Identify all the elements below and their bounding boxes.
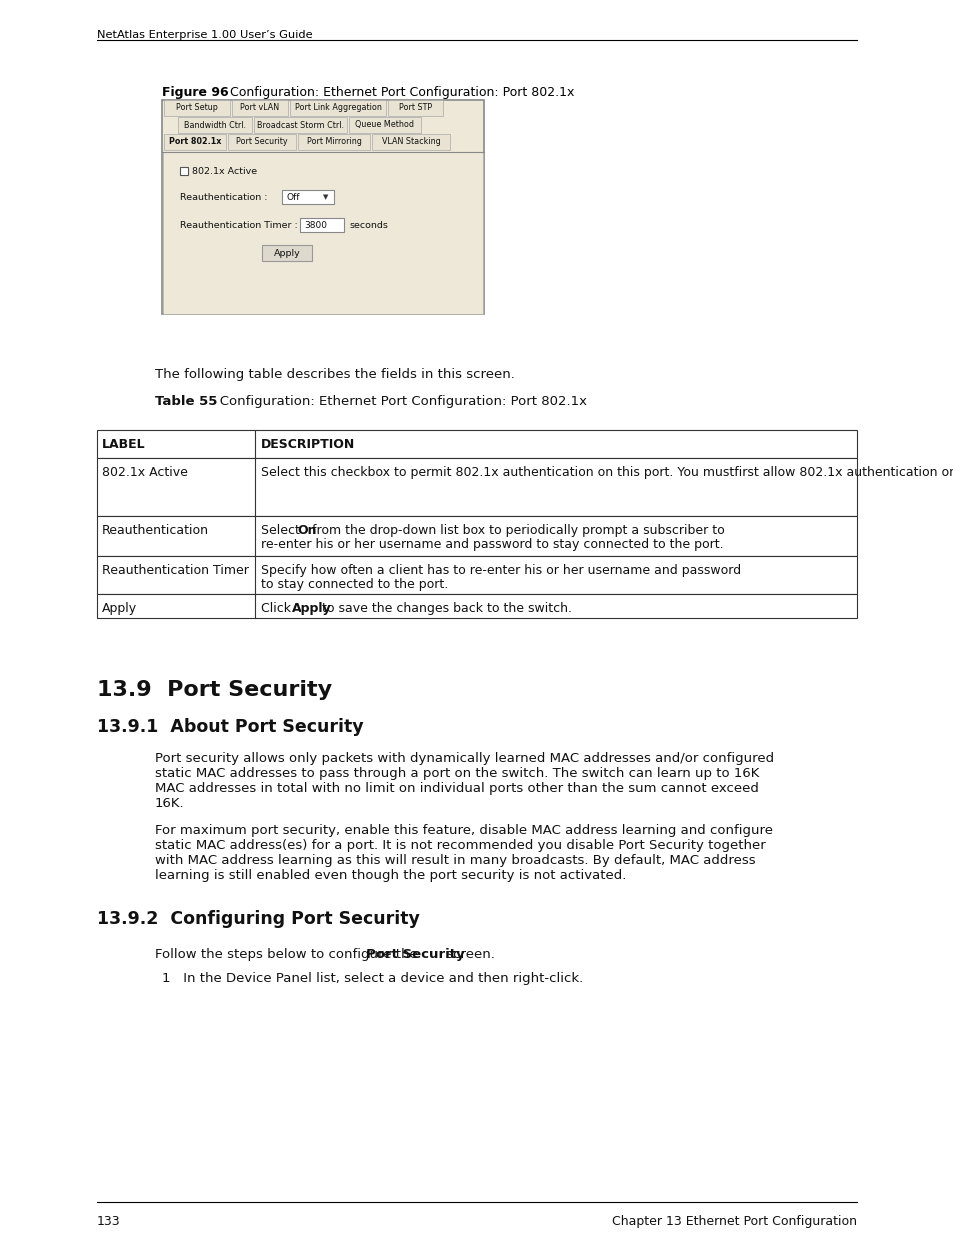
- Text: Port Mirroring: Port Mirroring: [306, 137, 361, 147]
- Text: with MAC address learning as this will result in many broadcasts. By default, MA: with MAC address learning as this will r…: [154, 853, 755, 867]
- Text: Bandwidth Ctrl.: Bandwidth Ctrl.: [184, 121, 246, 130]
- Text: Apply: Apply: [292, 601, 332, 615]
- Text: Follow the steps below to configure the: Follow the steps below to configure the: [154, 948, 421, 961]
- Bar: [97, 556, 856, 594]
- Text: Click: Click: [261, 601, 294, 615]
- Text: 3800: 3800: [304, 221, 327, 230]
- Bar: [253, 117, 347, 133]
- Text: re-enter his or her username and password to stay connected to the port.: re-enter his or her username and passwor…: [261, 538, 723, 551]
- Bar: [97, 458, 856, 516]
- Text: Select: Select: [261, 524, 304, 537]
- Text: Port Link Aggregation: Port Link Aggregation: [294, 104, 381, 112]
- Bar: [297, 135, 370, 149]
- Bar: [97, 430, 856, 458]
- Text: seconds: seconds: [349, 221, 388, 230]
- Text: screen.: screen.: [442, 948, 495, 961]
- Text: learning is still enabled even though the port security is not activated.: learning is still enabled even though th…: [154, 869, 626, 882]
- Text: Reauthentication Timer: Reauthentication Timer: [102, 564, 249, 577]
- Text: Apply: Apply: [102, 601, 137, 615]
- FancyBboxPatch shape: [262, 245, 312, 261]
- Text: The following table describes the fields in this screen.: The following table describes the fields…: [154, 368, 515, 382]
- Text: Queue Method: Queue Method: [355, 121, 414, 130]
- Text: 133: 133: [97, 1215, 120, 1228]
- Text: static MAC addresses to pass through a port on the switch. The switch can learn : static MAC addresses to pass through a p…: [154, 767, 759, 781]
- Text: 13.9  Port Security: 13.9 Port Security: [97, 680, 332, 700]
- Text: Chapter 13 Ethernet Port Configuration: Chapter 13 Ethernet Port Configuration: [612, 1215, 856, 1228]
- Text: Port 802.1x: Port 802.1x: [169, 137, 221, 147]
- Bar: [164, 135, 226, 149]
- Bar: [388, 100, 442, 116]
- Bar: [180, 167, 188, 175]
- Text: Port STP: Port STP: [398, 104, 432, 112]
- Text: 16K.: 16K.: [154, 797, 185, 810]
- Text: static MAC address(es) for a port. It is not recommended you disable Port Securi: static MAC address(es) for a port. It is…: [154, 839, 765, 852]
- Text: to stay connected to the port.: to stay connected to the port.: [261, 578, 448, 592]
- Text: Configuration: Ethernet Port Configuration: Port 802.1x: Configuration: Ethernet Port Configurati…: [207, 395, 586, 408]
- Text: Configuration: Ethernet Port Configuration: Port 802.1x: Configuration: Ethernet Port Configurati…: [218, 86, 574, 99]
- Bar: [349, 117, 420, 133]
- Text: Specify how often a client has to re-enter his or her username and password: Specify how often a client has to re-ent…: [261, 564, 740, 577]
- Text: Table 55: Table 55: [154, 395, 217, 408]
- Text: DESCRIPTION: DESCRIPTION: [261, 438, 355, 451]
- Text: Select this checkbox to permit 802.1x authentication on this port. You mustfirst: Select this checkbox to permit 802.1x au…: [261, 466, 953, 479]
- Text: 13.9.1  About Port Security: 13.9.1 About Port Security: [97, 718, 363, 736]
- Text: VLAN Stacking: VLAN Stacking: [381, 137, 440, 147]
- Text: MAC addresses in total with no limit on individual ports other than the sum cann: MAC addresses in total with no limit on …: [154, 782, 758, 795]
- Bar: [164, 100, 230, 116]
- Bar: [290, 100, 386, 116]
- Text: 13.9.2  Configuring Port Security: 13.9.2 Configuring Port Security: [97, 910, 419, 927]
- Bar: [228, 135, 295, 149]
- Text: Reauthentication: Reauthentication: [102, 524, 209, 537]
- Text: ▼: ▼: [323, 194, 328, 200]
- Bar: [97, 516, 856, 556]
- Bar: [178, 117, 252, 133]
- Text: Reauthentication Timer :: Reauthentication Timer :: [180, 221, 297, 230]
- Text: LABEL: LABEL: [102, 438, 146, 451]
- Text: On: On: [297, 524, 316, 537]
- Bar: [232, 100, 288, 116]
- Text: 802.1x Active: 802.1x Active: [192, 167, 257, 175]
- Bar: [282, 190, 334, 204]
- Bar: [163, 152, 482, 314]
- Bar: [97, 594, 856, 618]
- Text: Figure 96: Figure 96: [162, 86, 229, 99]
- Text: Reauthentication :: Reauthentication :: [180, 193, 267, 201]
- Text: to save the changes back to the switch.: to save the changes back to the switch.: [318, 601, 572, 615]
- Bar: [372, 135, 450, 149]
- Text: Port Security: Port Security: [366, 948, 464, 961]
- Text: Off: Off: [287, 193, 300, 201]
- Text: Port vLAN: Port vLAN: [240, 104, 279, 112]
- Text: Broadcast Storm Ctrl.: Broadcast Storm Ctrl.: [256, 121, 344, 130]
- Text: Port security allows only packets with dynamically learned MAC addresses and/or : Port security allows only packets with d…: [154, 752, 773, 764]
- Text: For maximum port security, enable this feature, disable MAC address learning and: For maximum port security, enable this f…: [154, 824, 772, 837]
- Text: Apply: Apply: [274, 248, 300, 258]
- Text: Port Security: Port Security: [236, 137, 288, 147]
- Text: from the drop-down list box to periodically prompt a subscriber to: from the drop-down list box to periodica…: [308, 524, 724, 537]
- Bar: [299, 219, 344, 232]
- Bar: [162, 100, 483, 314]
- Text: 1   In the Device Panel list, select a device and then right-click.: 1 In the Device Panel list, select a dev…: [162, 972, 582, 986]
- Text: 802.1x Active: 802.1x Active: [102, 466, 188, 479]
- Text: NetAtlas Enterprise 1.00 User’s Guide: NetAtlas Enterprise 1.00 User’s Guide: [97, 30, 313, 40]
- Text: Port Setup: Port Setup: [176, 104, 217, 112]
